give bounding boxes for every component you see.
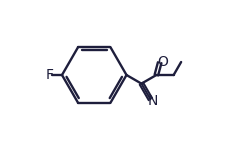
- Text: O: O: [157, 55, 168, 69]
- Text: N: N: [148, 94, 158, 108]
- Text: F: F: [46, 68, 54, 82]
